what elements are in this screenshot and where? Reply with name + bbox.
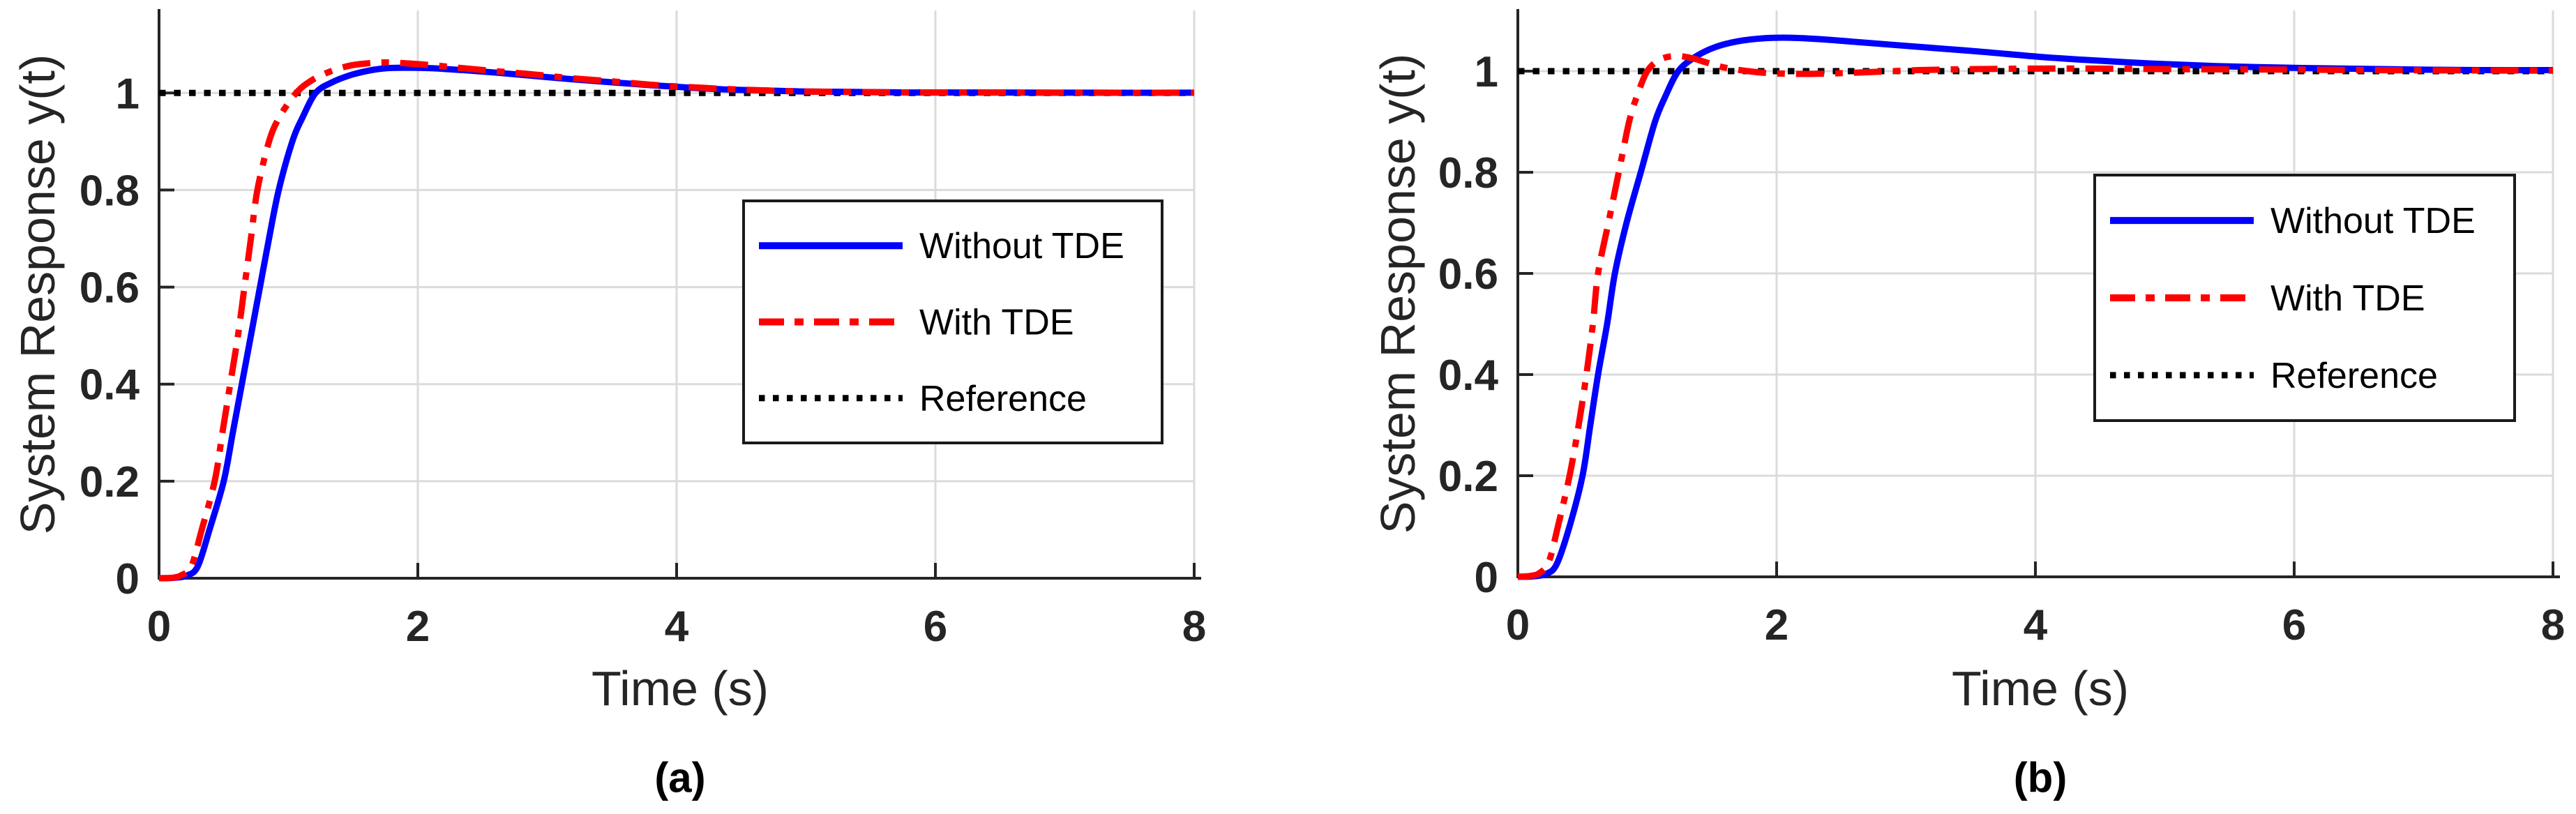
panel-caption-b: (b): [2013, 754, 2067, 801]
series-with-tde: [1517, 52, 2554, 580]
legend-label: Reference: [2270, 356, 2438, 396]
y-tick-label: 0: [1475, 554, 1498, 602]
x-tick-label: 8: [2541, 601, 2565, 649]
x-tick-label: 0: [1506, 601, 1530, 649]
legend-box: [742, 199, 1163, 444]
y-tick-label: 0.6: [80, 264, 140, 312]
y-axis-label-a: System Response y(t): [10, 54, 65, 535]
x-tick-label: 4: [665, 603, 689, 651]
series-with-tde: [158, 59, 1195, 582]
y-tick-label: 0.4: [80, 361, 140, 409]
x-tick-label: 2: [406, 603, 430, 651]
panel-b: 0 2 4 6 8 0 0.2 0.4 0.6 0.8 1 Without TDE With TDE Re…: [1438, 9, 2565, 649]
x-tick-label: 4: [2024, 601, 2048, 649]
x-tick-label: 2: [1765, 601, 1788, 649]
y-tick-label: 0.4: [1438, 352, 1499, 400]
legend-label: Reference: [919, 379, 1087, 419]
y-axis-label-b: System Response y(t): [1371, 53, 1425, 534]
legend-a: Without TDE With TDE Reference: [742, 199, 1163, 444]
y-tick-label: 0.8: [80, 167, 140, 215]
x-tick-label: 8: [1182, 603, 1206, 651]
legend-b: Without TDE With TDE Reference: [2093, 174, 2516, 422]
x-axis-label-b: Time (s): [1951, 661, 2130, 716]
y-tick-label: 1: [116, 70, 140, 118]
x-tick-label: 0: [147, 603, 171, 651]
legend-label: Without TDE: [2270, 201, 2476, 241]
y-tick-label: 0.2: [80, 458, 140, 506]
legend-label: Without TDE: [919, 226, 1124, 266]
panel-caption-a: (a): [654, 754, 706, 801]
x-tick-label: 6: [924, 603, 947, 651]
legend-box: [2093, 174, 2516, 422]
y-tick-label: 1: [1475, 48, 1498, 96]
x-axis-label-a: Time (s): [591, 661, 769, 716]
panel-a: 0 2 4 6 8 0 0.2 0.4 0.6 0.8 1 Without TDE With TDE Re…: [80, 9, 1206, 651]
y-tick-label: 0: [116, 555, 140, 603]
x-tick-label: 6: [2282, 601, 2306, 649]
y-tick-label: 0.8: [1438, 149, 1498, 197]
legend-label: With TDE: [2270, 278, 2425, 319]
y-tick-label: 0.2: [1438, 453, 1498, 501]
legend-label: With TDE: [919, 303, 1074, 343]
y-tick-label: 0.6: [1438, 250, 1498, 299]
